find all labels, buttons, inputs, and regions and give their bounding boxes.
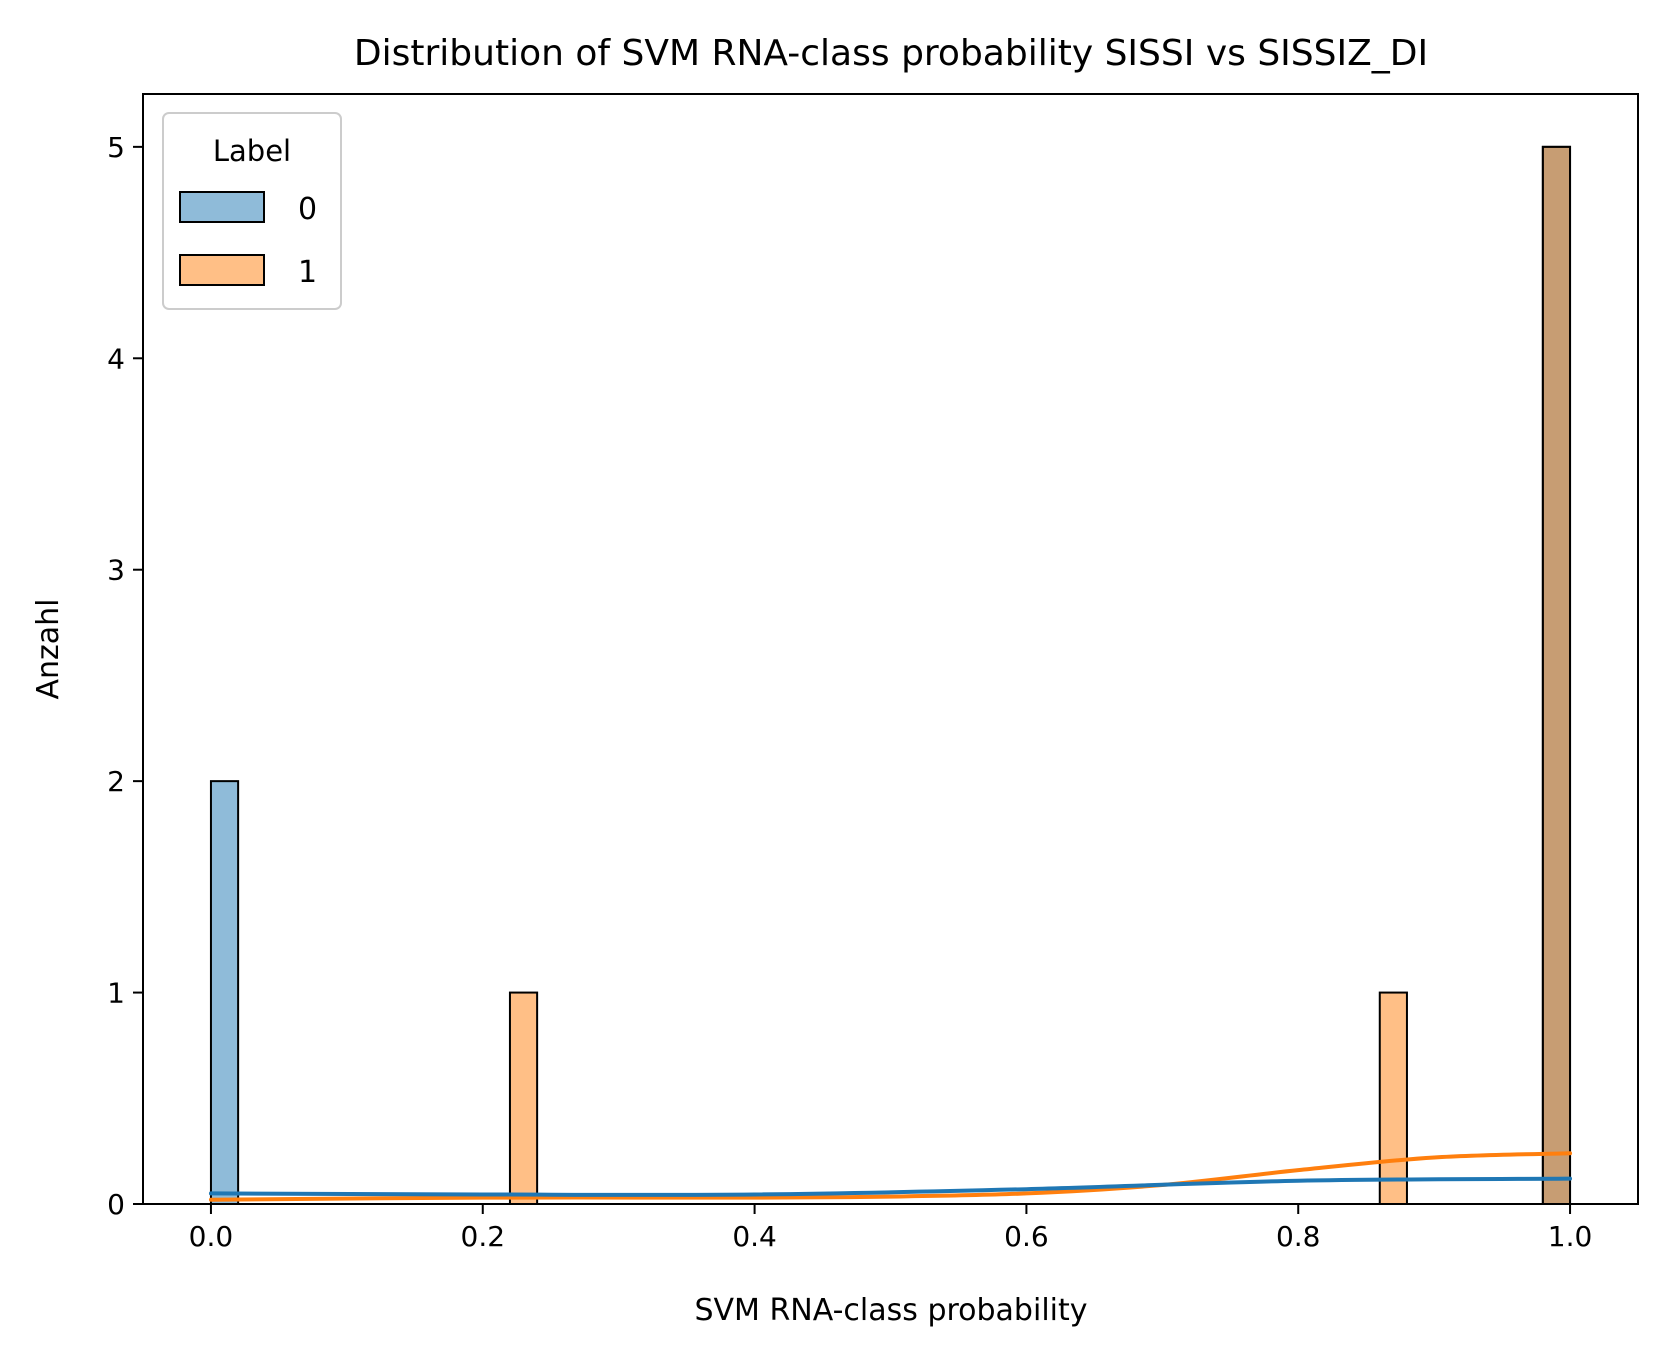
legend-label-1: 1 — [298, 255, 317, 290]
bar-series-1-1 — [1378, 991, 1408, 1205]
legend: Label 0 1 — [162, 112, 342, 310]
legend-title: Label — [213, 134, 291, 168]
y-tick-label: 4 — [107, 342, 125, 375]
x-tick-label: 0.8 — [1276, 1220, 1321, 1253]
kde-layer — [208, 1151, 1573, 1202]
legend-label-0: 0 — [298, 192, 317, 227]
bar-series-1-2 — [1541, 145, 1572, 1206]
x-tick-label: 0.6 — [1004, 1220, 1049, 1253]
x-axis-ticks: 0.0 0.2 0.4 0.6 0.8 1.0 — [189, 1204, 1593, 1253]
legend-item-0: 0 — [179, 191, 317, 227]
kde-line-series-1 — [208, 1151, 1573, 1202]
y-tick-label: 2 — [107, 765, 125, 798]
legend-item-1: 1 — [179, 254, 317, 290]
legend-swatch-1 — [179, 254, 265, 286]
x-tick-label: 0.0 — [189, 1220, 234, 1253]
y-tick-label: 0 — [107, 1188, 125, 1221]
legend-swatch-0 — [179, 191, 265, 223]
x-axis-label: SVM RNA-class probability — [694, 1293, 1087, 1328]
y-tick-label: 3 — [107, 554, 125, 587]
y-tick-label: 5 — [107, 131, 125, 164]
kde-line-series-0 — [208, 1176, 1573, 1197]
x-tick-label: 0.4 — [732, 1220, 777, 1253]
y-axis-ticks: 0 1 2 3 4 5 — [107, 131, 143, 1221]
chart-title: Distribution of SVM RNA-class probabilit… — [354, 33, 1428, 74]
y-axis-label: Anzahl — [31, 598, 66, 699]
plot-frame — [142, 93, 1639, 1205]
y-tick-label: 1 — [107, 977, 125, 1010]
bar-series-1-0 — [508, 991, 539, 1205]
x-tick-label: 0.2 — [461, 1220, 506, 1253]
bar-series-0-0 — [209, 780, 240, 1205]
x-tick-label: 1.0 — [1548, 1220, 1593, 1253]
